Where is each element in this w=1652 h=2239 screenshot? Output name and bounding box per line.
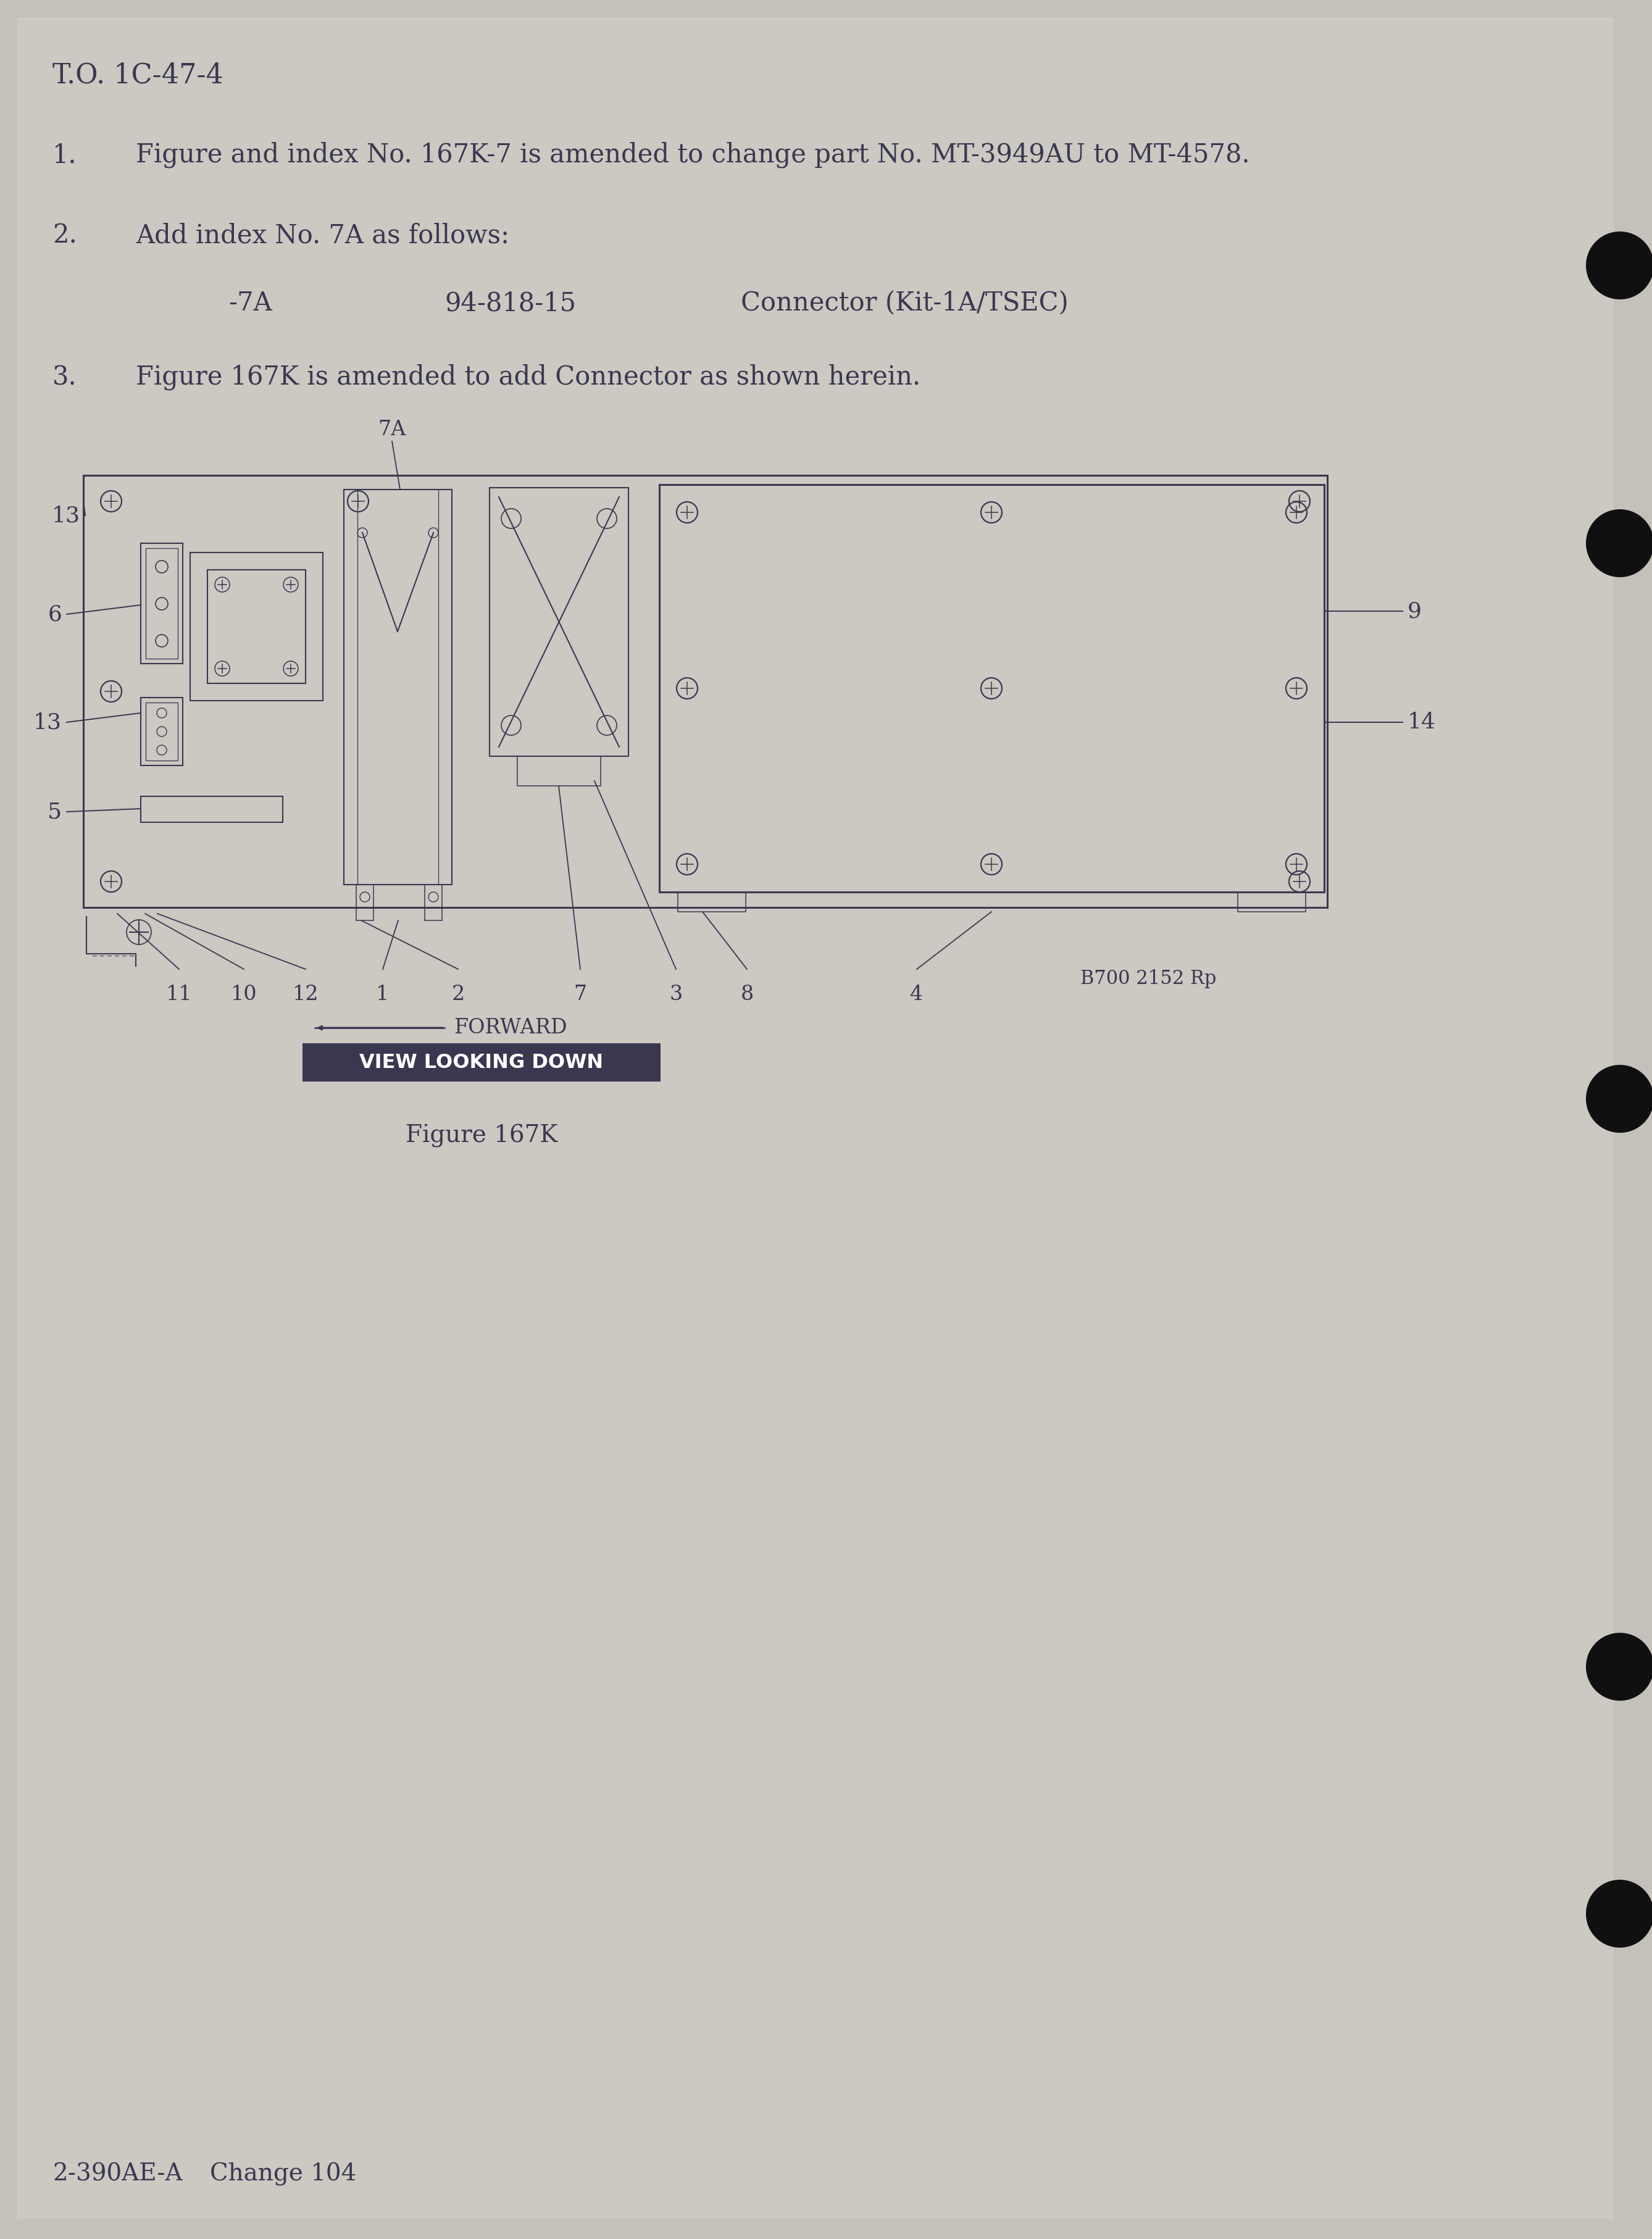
Text: 3: 3 xyxy=(669,985,682,1005)
Text: 7: 7 xyxy=(573,985,586,1005)
Text: 12: 12 xyxy=(292,985,319,1005)
Bar xyxy=(83,475,1327,907)
Bar xyxy=(659,484,1325,891)
Text: 2: 2 xyxy=(451,985,464,1005)
Bar xyxy=(145,703,178,761)
Bar xyxy=(145,549,178,658)
Circle shape xyxy=(1586,1066,1652,1133)
Bar xyxy=(302,1043,661,1081)
Text: 13: 13 xyxy=(51,506,81,526)
Text: Figure 167K is amended to add Connector as shown herein.: Figure 167K is amended to add Connector … xyxy=(135,365,920,390)
Text: B700 2152 Rp: B700 2152 Rp xyxy=(1080,969,1216,987)
Text: T.O. 1C-47-4: T.O. 1C-47-4 xyxy=(53,63,223,87)
Bar xyxy=(489,488,628,757)
Bar xyxy=(140,544,183,663)
Text: Change 104: Change 104 xyxy=(210,2163,357,2185)
Text: 14: 14 xyxy=(1408,712,1436,732)
Bar xyxy=(425,884,443,920)
Bar xyxy=(1237,891,1305,911)
Circle shape xyxy=(1586,508,1652,578)
Bar xyxy=(190,553,322,701)
Text: 9: 9 xyxy=(1408,600,1422,622)
Text: FORWARD: FORWARD xyxy=(454,1019,567,1037)
Text: Add index No. 7A as follows:: Add index No. 7A as follows: xyxy=(135,222,509,249)
Text: 1.: 1. xyxy=(53,141,78,168)
Bar xyxy=(357,884,373,920)
Text: 2.: 2. xyxy=(53,222,78,249)
Text: 6: 6 xyxy=(48,605,61,625)
Circle shape xyxy=(1586,1881,1652,1948)
Bar xyxy=(208,569,306,683)
Text: 5: 5 xyxy=(48,802,61,822)
Text: 11: 11 xyxy=(165,985,192,1005)
Circle shape xyxy=(1586,231,1652,300)
Bar xyxy=(140,699,183,766)
Text: 3.: 3. xyxy=(53,365,78,390)
Bar xyxy=(344,490,453,884)
Text: 13: 13 xyxy=(33,712,61,732)
Bar xyxy=(517,757,601,786)
Text: -7A: -7A xyxy=(228,291,273,316)
Circle shape xyxy=(1586,1632,1652,1702)
Text: 94-818-15: 94-818-15 xyxy=(444,291,577,316)
Text: 2-390AE-A: 2-390AE-A xyxy=(53,2163,182,2185)
Bar xyxy=(140,797,282,822)
Text: Connector (Kit-1A/TSEC): Connector (Kit-1A/TSEC) xyxy=(740,291,1069,316)
Text: Figure 167K: Figure 167K xyxy=(405,1124,558,1146)
Bar xyxy=(677,891,745,911)
Text: 8: 8 xyxy=(740,985,753,1005)
Text: 7A: 7A xyxy=(378,419,406,439)
Text: VIEW LOOKING DOWN: VIEW LOOKING DOWN xyxy=(360,1052,603,1072)
Text: 1: 1 xyxy=(377,985,390,1005)
Text: Figure and index No. 167K-7 is amended to change part No. MT-3949AU to MT-4578.: Figure and index No. 167K-7 is amended t… xyxy=(135,141,1251,168)
Text: 4: 4 xyxy=(910,985,923,1005)
Text: 10: 10 xyxy=(231,985,258,1005)
